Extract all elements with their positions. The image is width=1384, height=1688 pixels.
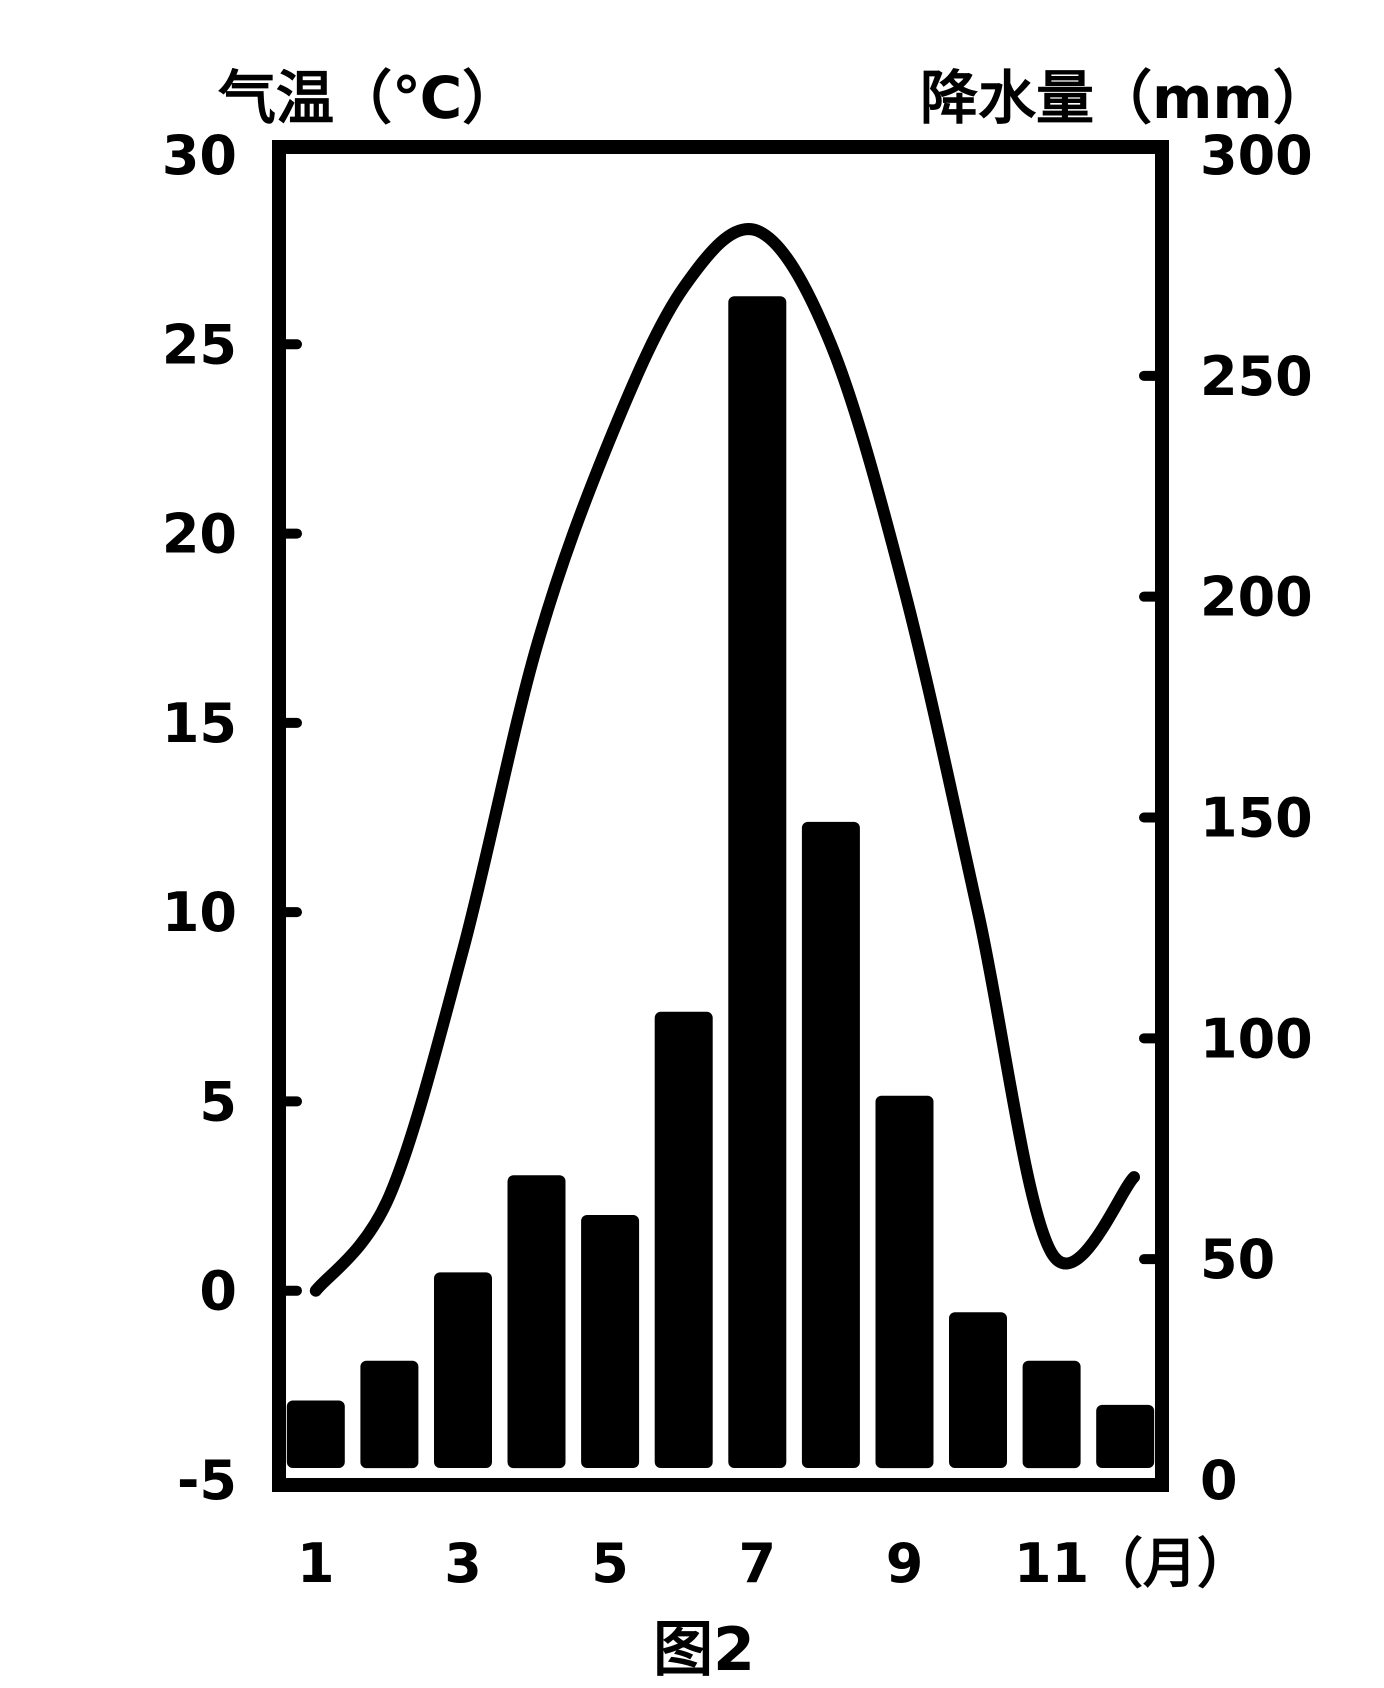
left-tick-label: 30 [162, 124, 237, 187]
precip-bar-month-1 [286, 1400, 345, 1468]
figure-caption: 图2 [653, 1615, 755, 1685]
precip-bar-month-7 [728, 296, 787, 1468]
precipitation-bars [286, 296, 1155, 1469]
precip-bar-month-10 [949, 1312, 1007, 1468]
right-tick-label: 200 [1200, 566, 1313, 629]
right-tick-label: 250 [1200, 345, 1313, 408]
x-tick-label: 1 [297, 1532, 335, 1595]
precip-bar-month-5 [581, 1215, 640, 1468]
right-tick-label: 300 [1200, 124, 1313, 187]
right-tick-label: 100 [1200, 1007, 1313, 1070]
x-axis-ticks: 1 3 5 7 9 11 [297, 1532, 1089, 1595]
left-tick-label: 15 [162, 692, 237, 755]
right-tick-label: 150 [1200, 787, 1313, 850]
precip-bar-month-3 [434, 1272, 492, 1468]
precip-bar-month-2 [360, 1360, 419, 1469]
left-tick-label: 25 [162, 313, 237, 376]
x-tick-label: 3 [444, 1532, 482, 1595]
right-tick-label: 0 [1200, 1449, 1238, 1512]
right-tick-label: 50 [1200, 1228, 1275, 1291]
precip-bar-month-9 [875, 1095, 934, 1469]
x-tick-label: 11 [1014, 1532, 1089, 1595]
x-tick-label: 5 [591, 1532, 629, 1595]
left-axis-title: 气温（℃） [218, 64, 520, 132]
left-tick-label: 0 [199, 1260, 237, 1323]
left-tick-label: 20 [162, 503, 237, 566]
precip-bar-month-4 [507, 1175, 566, 1469]
left-tick-label: 10 [162, 881, 237, 944]
left-axis-ticks: 30 25 20 15 10 5 0 -5 [162, 124, 302, 1512]
plot-frame [272, 140, 1169, 1492]
right-axis-ticks: 300 250 200 150 100 50 0 [1139, 124, 1313, 1512]
left-tick-label: -5 [177, 1449, 237, 1512]
x-tick-label: 9 [886, 1532, 924, 1595]
left-tick-label: 5 [199, 1070, 237, 1133]
precip-bar-month-12 [1096, 1404, 1155, 1468]
temperature-line [309, 223, 1140, 1297]
x-tick-label: 7 [739, 1532, 777, 1595]
precip-bar-month-11 [1022, 1360, 1081, 1469]
precip-bar-month-8 [801, 821, 860, 1468]
precip-bar-month-6 [654, 1011, 713, 1468]
x-axis-unit: （月） [1089, 1532, 1251, 1595]
right-axis-title: 降水量（mm） [920, 64, 1331, 132]
